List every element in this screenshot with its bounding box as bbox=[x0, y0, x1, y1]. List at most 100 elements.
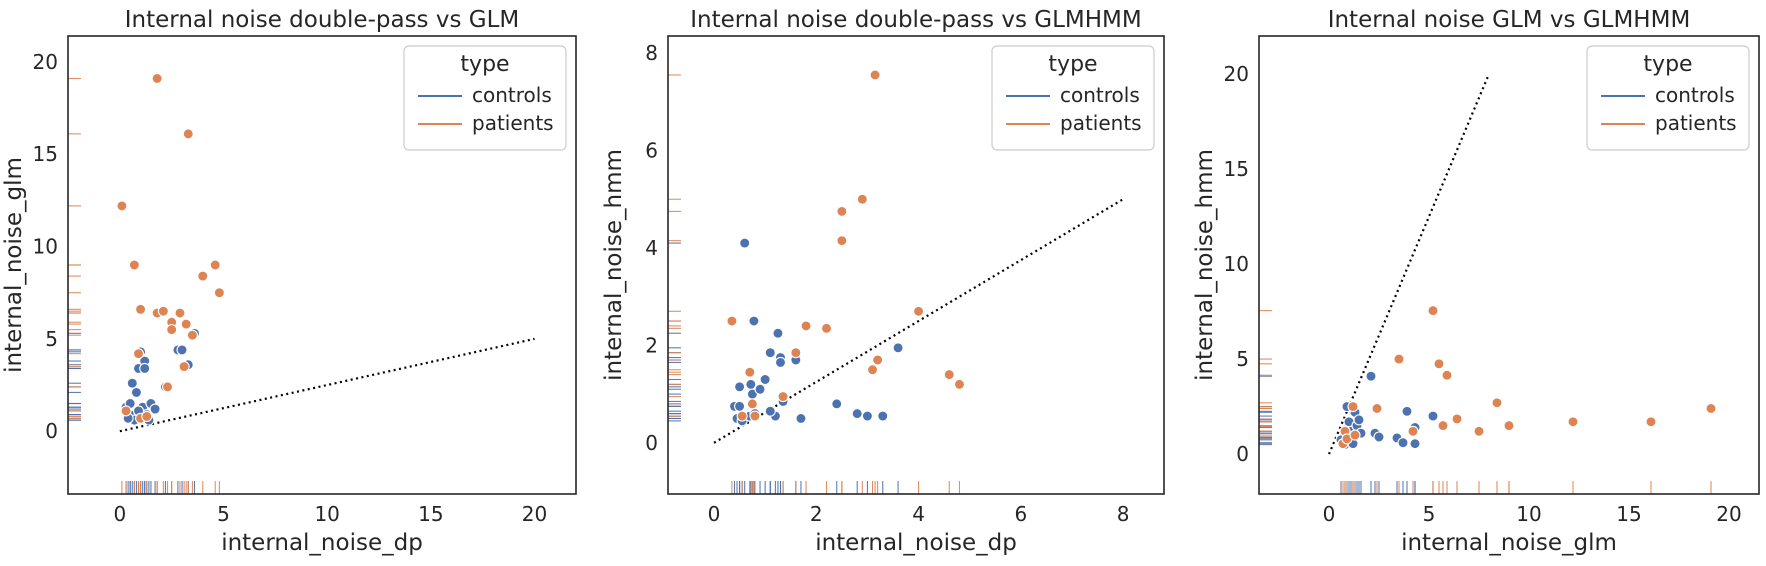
y-tick-label: 8 bbox=[645, 41, 658, 65]
x-tick-label: 10 bbox=[314, 502, 339, 526]
x-axis-label: internal_noise_dp bbox=[815, 530, 1017, 556]
data-point-patients bbox=[197, 270, 209, 282]
data-point-controls bbox=[877, 410, 889, 422]
data-point-controls bbox=[1373, 431, 1385, 443]
data-point-patients bbox=[157, 305, 169, 317]
data-point-patients bbox=[132, 348, 145, 360]
data-point-controls bbox=[739, 237, 751, 249]
data-point-controls bbox=[1397, 437, 1409, 449]
legend: type controls patients bbox=[1586, 45, 1750, 151]
data-point-controls bbox=[774, 356, 787, 368]
y-axis-label: internal_noise_hmm bbox=[1192, 149, 1218, 381]
y-axis-label: internal_noise_glm bbox=[1, 157, 27, 373]
x-tick-label: 15 bbox=[1616, 502, 1641, 526]
rug-marks bbox=[68, 77, 220, 494]
data-point-controls bbox=[1353, 414, 1365, 426]
data-point-controls bbox=[754, 383, 766, 395]
data-point-patients bbox=[800, 320, 812, 332]
legend-label-patients: patients bbox=[472, 111, 554, 135]
y-tick-label: 15 bbox=[1224, 157, 1249, 181]
data-point-patients bbox=[1347, 401, 1359, 413]
plot-frame bbox=[1258, 35, 1760, 495]
data-point-patients bbox=[209, 259, 221, 271]
legend: type controls patients bbox=[991, 45, 1155, 151]
data-point-patients bbox=[866, 364, 879, 376]
data-point-controls bbox=[1401, 405, 1413, 417]
data-point-controls bbox=[149, 403, 161, 415]
reference-line bbox=[713, 198, 1124, 444]
reference-line bbox=[1327, 73, 1491, 455]
series-patients bbox=[1337, 305, 1717, 450]
data-point-patients bbox=[1393, 353, 1405, 365]
data-point-patients bbox=[174, 307, 186, 319]
y-tick-label: 20 bbox=[33, 50, 58, 74]
data-point-patients bbox=[1371, 402, 1383, 415]
data-point-patients bbox=[182, 128, 194, 140]
y-tick-label: 0 bbox=[645, 431, 658, 455]
x-tick-label: 15 bbox=[418, 502, 443, 526]
data-point-patients bbox=[1567, 416, 1579, 428]
data-point-patients bbox=[1433, 358, 1445, 370]
series-patients bbox=[116, 72, 225, 424]
data-point-patients bbox=[744, 366, 756, 378]
data-point-controls bbox=[1427, 410, 1439, 422]
data-point-patients bbox=[836, 235, 848, 247]
data-point-patients bbox=[1705, 402, 1717, 415]
legend-label-patients: patients bbox=[1060, 111, 1142, 135]
y-tick-label: 10 bbox=[33, 235, 58, 259]
plot-frame bbox=[667, 35, 1165, 495]
x-tick-label: 0 bbox=[113, 502, 126, 526]
x-axis-label: internal_noise_dp bbox=[221, 530, 423, 556]
legend-label-patients: patients bbox=[1655, 111, 1737, 135]
y-tick-label: 5 bbox=[1236, 347, 1249, 371]
x-tick-label: 6 bbox=[1014, 502, 1027, 526]
y-tick-label: 5 bbox=[45, 327, 58, 351]
data-point-patients bbox=[736, 410, 748, 422]
y-tick-label: 4 bbox=[645, 236, 658, 260]
data-point-patients bbox=[1503, 420, 1515, 432]
y-axis-label: internal_noise_hmm bbox=[601, 149, 627, 381]
chart-title: Internal noise double-pass vs GLM bbox=[125, 7, 519, 33]
x-tick-label: 0 bbox=[1323, 502, 1336, 526]
legend-label-controls: controls bbox=[1655, 83, 1735, 107]
data-point-patients bbox=[746, 398, 758, 410]
data-point-controls bbox=[831, 398, 843, 410]
data-point-patients bbox=[116, 200, 128, 212]
legend-title: type bbox=[1048, 52, 1097, 77]
data-point-patients bbox=[872, 354, 884, 366]
series-controls bbox=[1335, 370, 1439, 451]
data-point-patients bbox=[749, 410, 761, 422]
data-point-controls bbox=[772, 327, 784, 339]
data-point-patients bbox=[1437, 420, 1449, 432]
data-point-patients bbox=[166, 324, 178, 336]
data-point-patients bbox=[1407, 425, 1419, 437]
data-point-patients bbox=[1645, 416, 1657, 428]
data-point-patients bbox=[1473, 425, 1485, 437]
y-tick-label: 10 bbox=[1224, 252, 1249, 276]
data-point-patients bbox=[943, 369, 955, 381]
data-point-patients bbox=[1451, 413, 1463, 425]
x-tick-label: 5 bbox=[1423, 502, 1436, 526]
data-point-controls bbox=[748, 315, 760, 327]
rug-marks bbox=[668, 74, 961, 494]
series-controls bbox=[120, 327, 201, 426]
y-tick-label: 0 bbox=[45, 419, 58, 443]
data-point-patients bbox=[913, 305, 925, 317]
chart-title: Internal noise double-pass vs GLMHMM bbox=[690, 7, 1141, 33]
y-tick-label: 6 bbox=[645, 139, 658, 163]
data-point-patients bbox=[135, 303, 147, 315]
data-point-patients bbox=[1349, 429, 1361, 441]
data-point-controls bbox=[734, 400, 746, 412]
x-tick-label: 4 bbox=[912, 502, 925, 526]
legend-title: type bbox=[460, 52, 509, 77]
chart-title: Internal noise GLM vs GLMHMM bbox=[1328, 7, 1691, 33]
data-point-patients bbox=[869, 69, 881, 81]
data-point-patients bbox=[178, 361, 190, 373]
data-point-patients bbox=[1491, 397, 1503, 409]
data-point-controls bbox=[892, 342, 904, 354]
data-point-controls bbox=[176, 344, 188, 356]
x-tick-label: 20 bbox=[522, 502, 547, 526]
data-point-patients bbox=[161, 381, 174, 393]
data-point-patients bbox=[141, 410, 153, 422]
